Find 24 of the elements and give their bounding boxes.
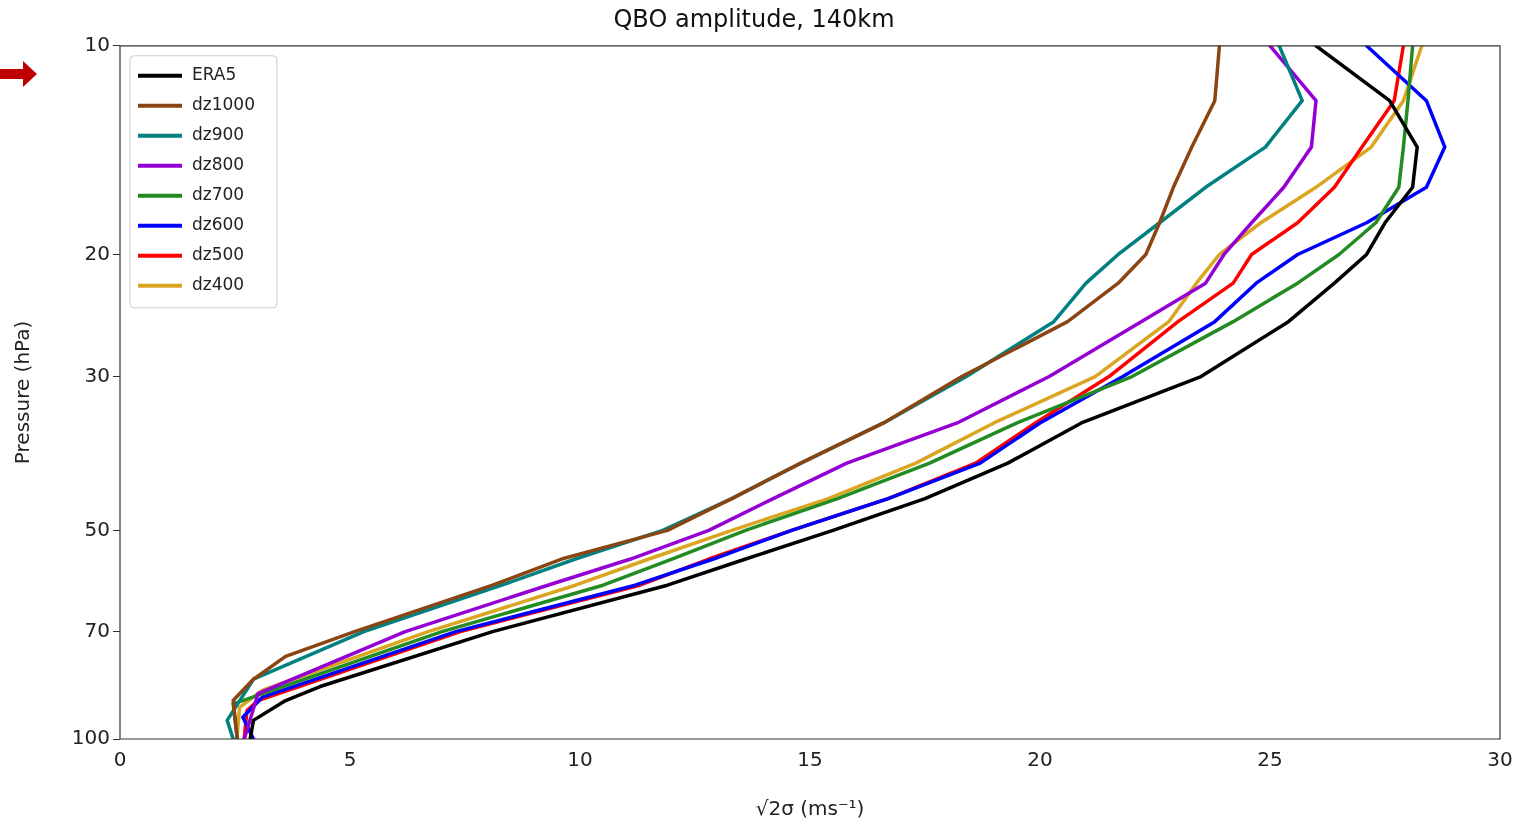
y-tick-label: 10: [84, 32, 110, 56]
x-tick-label: 15: [797, 747, 823, 772]
x-tick-label: 5: [343, 747, 357, 772]
legend-label: dz400: [192, 274, 245, 295]
x-tick-label: 0: [113, 747, 127, 772]
legend-label: dz600: [192, 214, 245, 235]
x-tick-label: 20: [1027, 747, 1053, 772]
x-tick-label: 10: [567, 747, 593, 772]
x-tick-label: 30: [1487, 747, 1513, 772]
legend-label: dz900: [192, 124, 245, 145]
chart-title: QBO amplitude, 140km: [613, 4, 895, 33]
y-tick-label: 50: [84, 516, 110, 541]
legend-label: dz1000: [192, 94, 255, 115]
y-tick-label: 100: [71, 725, 110, 750]
legend-label: dz800: [192, 154, 245, 175]
y-tick-label: 20: [84, 240, 110, 265]
y-tick-label: 30: [84, 362, 110, 387]
legend-label: ERA5: [192, 64, 237, 85]
x-tick-label: 25: [1257, 747, 1283, 772]
legend-label: dz700: [192, 184, 245, 205]
y-axis-title: Pressure (hPa): [10, 320, 35, 465]
x-axis-title: √2σ (ms⁻¹): [755, 796, 865, 821]
y-tick-label: 70: [84, 617, 110, 642]
legend-label: dz500: [192, 244, 245, 265]
